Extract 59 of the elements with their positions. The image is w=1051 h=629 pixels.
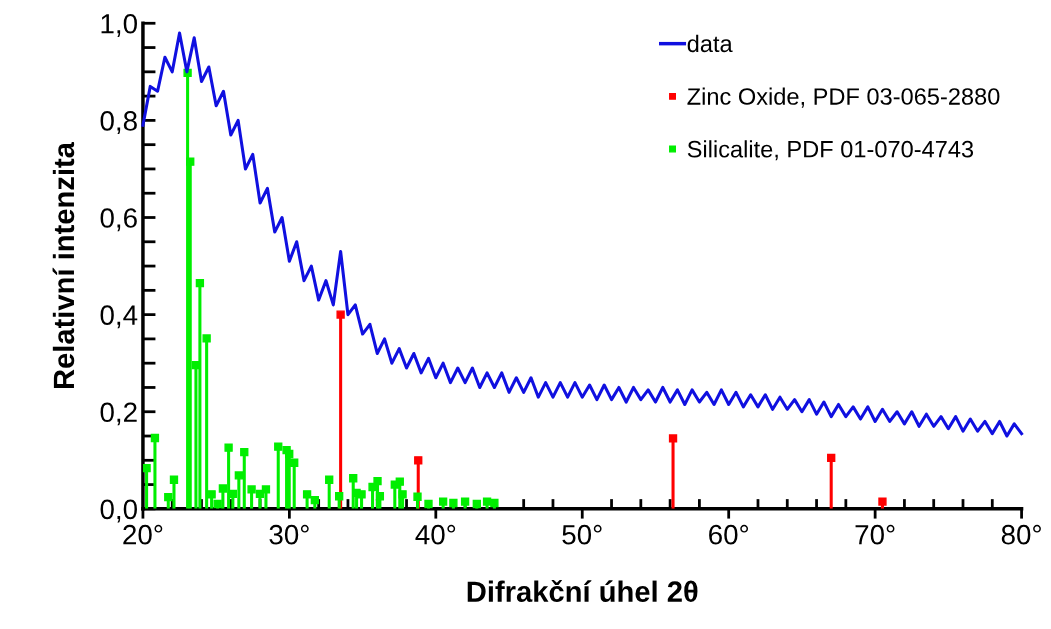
y-tick-label: 0,2 <box>100 402 137 426</box>
point <box>247 485 256 494</box>
y-tick-label: 1,0 <box>101 13 137 37</box>
point <box>207 490 216 499</box>
x-tick-label: 40° <box>415 524 456 545</box>
point <box>336 310 345 319</box>
point <box>375 492 385 501</box>
x-tick-label: 50° <box>562 524 602 545</box>
point <box>357 490 366 499</box>
point <box>368 482 377 492</box>
y-tick-label: 0,4 <box>100 305 138 329</box>
point <box>274 442 283 451</box>
point <box>224 443 233 452</box>
legend-label: Zinc Oxide, PDF 03-065-2880 <box>687 87 1000 108</box>
x-tick-label: 30° <box>269 524 309 545</box>
x-tick-label: 20° <box>123 524 163 545</box>
point <box>164 493 173 502</box>
point <box>150 433 160 443</box>
point <box>285 449 294 459</box>
point <box>373 477 382 486</box>
x-tick-label: 80° <box>1001 524 1041 545</box>
line-series <box>141 31 1024 438</box>
point <box>261 485 271 494</box>
point <box>668 434 678 443</box>
point <box>310 495 320 505</box>
point <box>195 278 205 288</box>
point <box>413 492 422 501</box>
point <box>186 157 195 166</box>
point <box>142 463 151 473</box>
point <box>290 458 299 467</box>
point <box>878 497 887 506</box>
point <box>827 453 836 463</box>
point <box>202 334 211 343</box>
point <box>240 447 249 457</box>
point <box>472 499 481 509</box>
x-axis-title: Difrakční úhel 2θ <box>467 579 698 603</box>
point <box>424 499 433 509</box>
x-tick-label: 70° <box>855 524 895 545</box>
point <box>414 456 423 465</box>
point <box>482 497 492 506</box>
point <box>302 490 312 499</box>
legend-label: Silicalite, PDF 01-070-4743 <box>687 140 974 161</box>
legend-label: data <box>687 34 733 53</box>
point <box>398 490 407 499</box>
y-axis-title: Relativní intenzita <box>52 141 75 389</box>
point <box>234 471 244 480</box>
point <box>169 475 179 484</box>
y-tick-label: 0,6 <box>100 208 137 232</box>
y-tick-label: 0,0 <box>100 499 137 523</box>
point <box>325 475 334 484</box>
point <box>218 484 228 493</box>
x-tick-label: 60° <box>709 524 749 545</box>
point <box>438 497 448 506</box>
point <box>334 492 344 501</box>
point <box>395 477 404 486</box>
point <box>349 474 358 483</box>
point <box>213 499 222 509</box>
y-tick-label: 0,8 <box>100 111 137 135</box>
point <box>449 498 458 508</box>
